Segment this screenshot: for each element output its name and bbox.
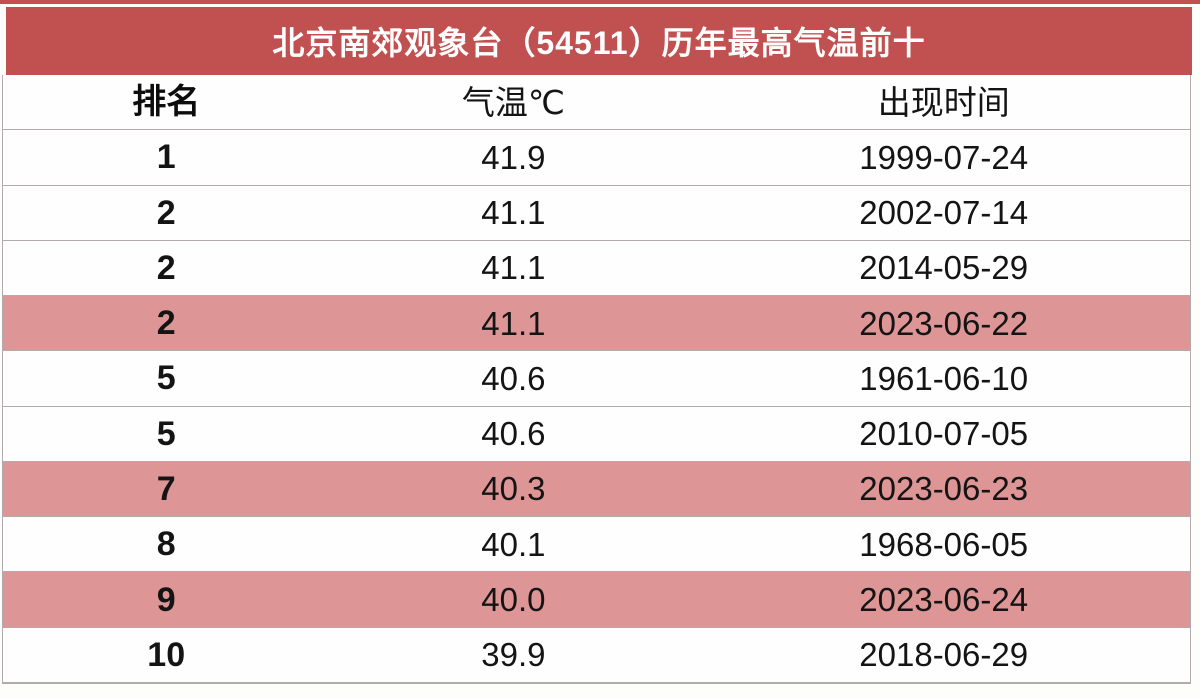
rank-cell: 2 — [156, 193, 176, 232]
rank-cell: 5 — [156, 359, 176, 398]
column-header-rank: 排名 — [132, 83, 201, 122]
date-cell: 2023-06-23 — [859, 470, 1029, 508]
temperature-cell: 41.9 — [481, 138, 546, 176]
date-cell: 2023-06-22 — [859, 304, 1029, 342]
rank-cell: 5 — [156, 414, 176, 453]
rank-cell: 8 — [156, 525, 176, 564]
table-row: 9 40.0 2023-06-24 — [3, 571, 1190, 627]
table-header-row: 排名 气温℃ 出现时间 — [3, 75, 1190, 129]
table-row: 2 41.1 2023-06-22 — [3, 295, 1190, 351]
date-cell: 2014-05-29 — [859, 249, 1029, 287]
temperature-cell: 40.6 — [481, 415, 546, 453]
date-cell: 2010-07-05 — [859, 415, 1029, 453]
rank-cell: 9 — [156, 580, 176, 619]
date-cell: 2002-07-14 — [859, 194, 1029, 232]
table-row: 8 40.1 1968-06-05 — [3, 516, 1190, 571]
rank-cell: 2 — [156, 248, 176, 287]
rank-cell: 1 — [156, 138, 176, 177]
table-row: 10 39.9 2018-06-29 — [3, 626, 1190, 682]
rank-cell: 2 — [156, 304, 176, 343]
table-row: 5 40.6 2010-07-05 — [3, 405, 1190, 461]
temperature-cell: 41.1 — [481, 249, 546, 287]
date-cell: 2023-06-24 — [859, 581, 1029, 619]
table-row: 7 40.3 2023-06-23 — [3, 460, 1190, 517]
top-accent-line — [0, 0, 1200, 4]
temperature-cell: 41.1 — [481, 304, 546, 342]
column-header-temp: 气温℃ — [461, 83, 565, 121]
temperature-table: 排名 气温℃ 出现时间 1 41.9 1999-07-24 2 41.1 200… — [2, 75, 1191, 684]
temperature-cell: 41.1 — [481, 194, 546, 232]
rank-cell: 7 — [156, 469, 176, 508]
temperature-cell: 40.1 — [481, 525, 546, 563]
temperature-cell: 40.6 — [481, 359, 546, 397]
temperature-cell: 40.0 — [481, 581, 546, 619]
page-title: 北京南郊观象台（54511）历年最高气温前十 — [272, 25, 926, 61]
date-cell: 1961-06-10 — [859, 359, 1029, 397]
table-row: 5 40.6 1961-06-10 — [3, 350, 1190, 405]
temperature-cell: 40.3 — [481, 470, 546, 508]
table-row: 1 41.9 1999-07-24 — [3, 129, 1190, 184]
date-cell: 2018-06-29 — [859, 636, 1029, 674]
column-header-date: 出现时间 — [877, 83, 1010, 121]
title-bar: 北京南郊观象台（54511）历年最高气温前十 — [6, 7, 1192, 75]
rank-cell: 10 — [147, 635, 186, 674]
date-cell: 1968-06-05 — [859, 525, 1029, 563]
table-row: 2 41.1 2002-07-14 — [3, 184, 1190, 240]
temperature-cell: 39.9 — [481, 636, 546, 674]
date-cell: 1999-07-24 — [859, 138, 1029, 176]
table-row: 2 41.1 2014-05-29 — [3, 239, 1190, 295]
